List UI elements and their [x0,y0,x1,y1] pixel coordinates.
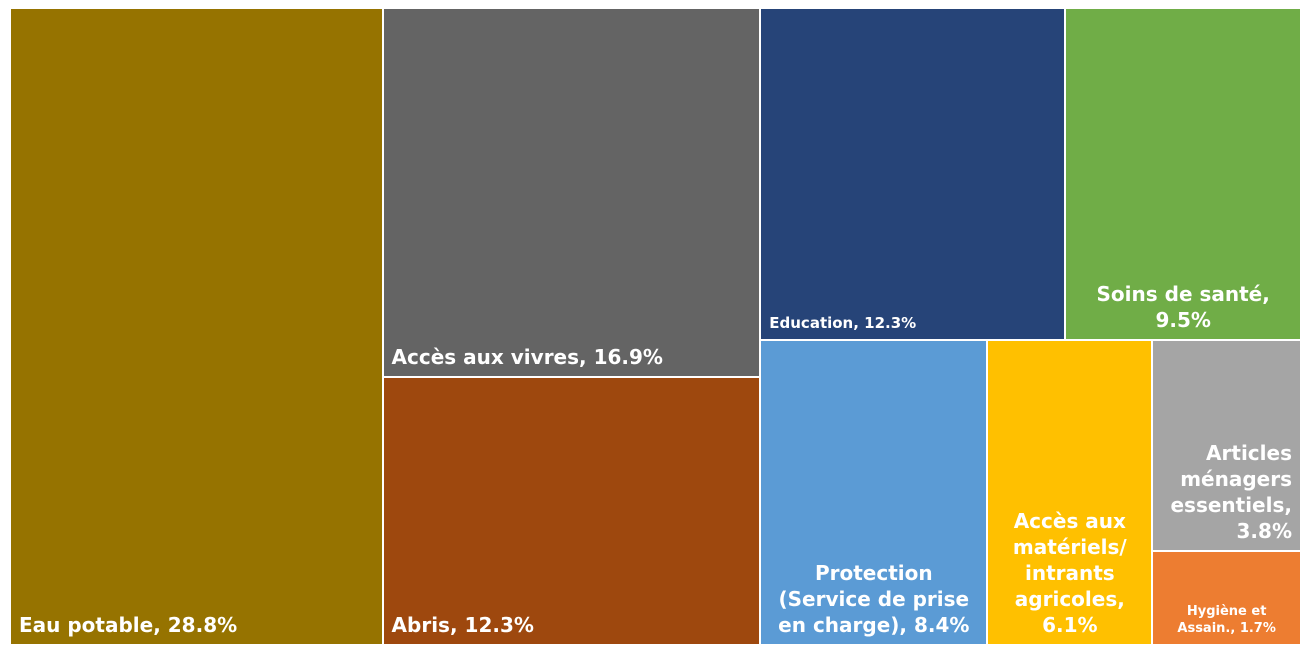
treemap: Eau potable, 28.8% Accès aux vivres, 16.9… [10,8,1301,645]
tile: Accès aux vivres, 16.9% [382,8,761,377]
tile: Abris, 12.3% [382,376,761,645]
tile: Education, 12.3% [760,8,1066,341]
tile: Eau potable, 28.8% [10,8,383,645]
tile: Articles ménagers essentiels, 3.8% [1152,340,1301,551]
tile: Soins de santé, 9.5% [1065,8,1301,341]
tile-label: Soins de santé, 9.5% [1096,282,1270,333]
tile-label: Accès aux vivres, 16.9% [391,344,663,369]
tile-label: Protection (Service de prise en charge),… [778,560,970,637]
tile-label: Abris, 12.3% [391,612,534,637]
tile: Hygiène et Assain., 1.7% [1152,550,1301,645]
tile-label: Articles ménagers essentiels, 3.8% [1170,440,1292,543]
tile: Protection (Service de prise en charge),… [760,340,988,645]
tile-label: Hygiène et Assain., 1.7% [1177,604,1276,637]
tile-label: Education, 12.3% [769,313,917,332]
tile-label: Eau potable, 28.8% [19,613,238,637]
tile-label: Accès aux matériels/ intrants agricoles,… [1012,508,1127,637]
tile: Accès aux matériels/ intrants agricoles,… [987,340,1153,645]
